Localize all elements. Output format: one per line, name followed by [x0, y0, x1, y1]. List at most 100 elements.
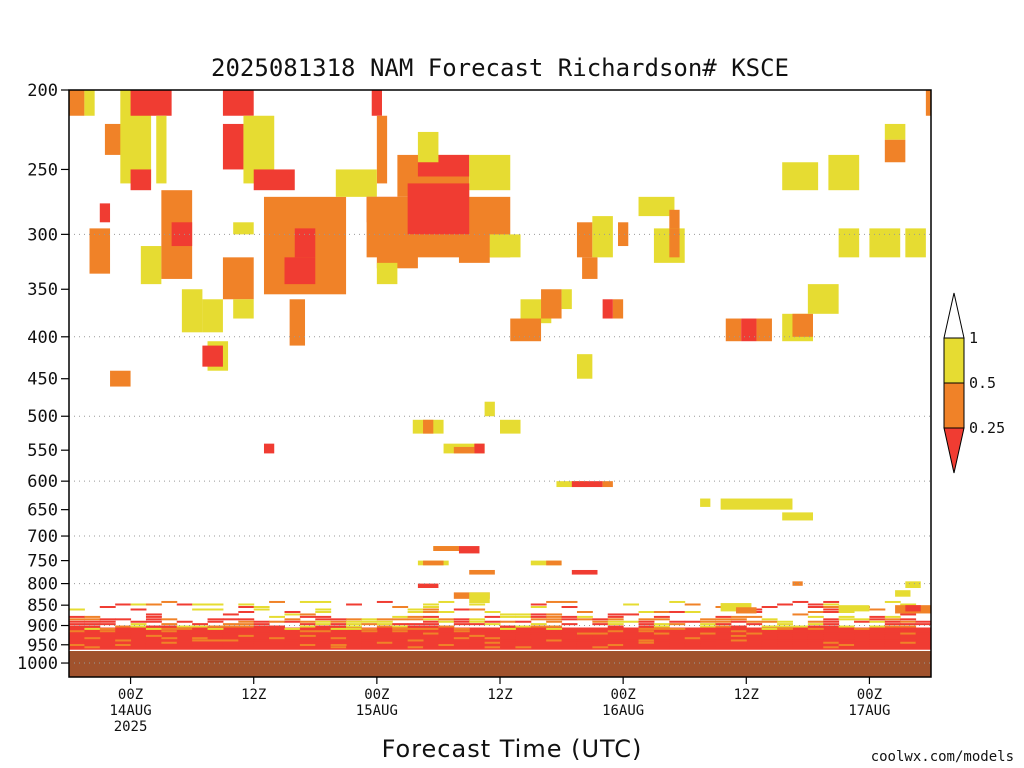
y-tick-label: 950: [27, 636, 58, 656]
data-cell: [792, 630, 809, 633]
data-cell: [807, 639, 824, 642]
data-cell: [884, 627, 901, 630]
data-cell: [561, 600, 578, 603]
data-cell: [299, 620, 316, 623]
data-cell: [807, 630, 824, 633]
legend-label: 0.5: [969, 374, 996, 392]
data-cell: [330, 637, 347, 640]
data-cell: [807, 644, 824, 647]
data-cell: [700, 620, 716, 623]
data-cell: [458, 234, 490, 263]
data-cell: [99, 606, 116, 609]
data-cell: [777, 644, 793, 647]
data-cell: [777, 620, 793, 623]
data-cell: [515, 644, 532, 647]
data-cell: [299, 646, 316, 649]
data-cell: [905, 605, 921, 612]
data-cell: [69, 623, 85, 626]
data-cell: [453, 641, 470, 644]
data-cell: [884, 637, 901, 640]
data-cell: [884, 644, 901, 647]
data-cell: [84, 623, 101, 626]
data-cell: [607, 618, 624, 621]
data-cell: [161, 641, 178, 644]
chart-title: 2025081318 NAM Forecast Richardson# KSCE: [211, 54, 789, 82]
data-cell: [546, 630, 563, 633]
data-cell: [576, 634, 593, 637]
data-cell: [299, 623, 316, 626]
data-cell: [453, 634, 470, 637]
data-cell: [207, 641, 224, 644]
data-cell: [869, 644, 886, 647]
data-cell: [207, 618, 224, 621]
data-cell: [330, 641, 347, 644]
data-cell: [407, 632, 424, 635]
data-cell: [192, 637, 209, 640]
data-cell: [99, 634, 116, 637]
data-cell: [238, 646, 255, 649]
data-cell: [469, 620, 486, 623]
data-cell: [315, 618, 332, 621]
data-cell: [500, 641, 516, 644]
data-cell: [592, 630, 609, 633]
data-cell: [238, 637, 255, 640]
data-cell: [823, 608, 840, 611]
data-cell: [346, 620, 362, 623]
data-cell: [458, 546, 480, 554]
data-cell: [915, 623, 932, 626]
data-cell: [392, 637, 409, 640]
data-cell: [854, 632, 870, 635]
data-cell: [638, 618, 655, 621]
data-cell: [161, 644, 178, 647]
data-cell: [423, 637, 439, 640]
data-cell: [161, 623, 178, 626]
data-cell: [561, 630, 578, 633]
data-cell: [376, 644, 393, 647]
data-cell: [623, 603, 640, 606]
data-cell: [915, 630, 932, 633]
data-cell: [99, 618, 116, 621]
data-cell: [330, 625, 347, 628]
data-cell: [392, 644, 409, 647]
data-cell: [807, 603, 824, 606]
data-cell: [761, 639, 778, 642]
data-cell: [84, 641, 101, 644]
data-cell: [284, 620, 301, 623]
data-cell: [607, 627, 624, 630]
data-cell: [315, 625, 332, 628]
data-cell: [653, 623, 670, 626]
data-cell: [253, 625, 270, 628]
data-cell: [761, 630, 778, 633]
data-cell: [361, 641, 378, 644]
data-cell: [69, 620, 85, 623]
data-cell: [900, 620, 917, 623]
data-cell: [607, 641, 624, 644]
data-cell: [607, 632, 624, 635]
data-cell: [469, 569, 495, 575]
colorbar-legend: 1 0.5 0.25: [943, 292, 1005, 474]
data-cell: [222, 630, 239, 633]
x-tick-label: 12Z: [487, 687, 512, 703]
data-cell: [453, 623, 470, 626]
data-cell: [515, 641, 532, 644]
data-cell: [361, 634, 378, 637]
data-cell: [730, 637, 747, 640]
data-cell: [761, 606, 778, 609]
data-cell: [299, 639, 316, 642]
data-cell: [854, 646, 870, 649]
data-cell: [576, 618, 593, 621]
data-cell: [653, 632, 670, 635]
data-cell: [361, 623, 378, 626]
data-cell: [607, 637, 624, 640]
data-cell: [130, 620, 147, 623]
data-cell: [823, 603, 840, 606]
data-cell: [192, 639, 209, 642]
data-cell: [484, 620, 501, 623]
data-cell: [238, 632, 255, 635]
data-cell: [269, 634, 285, 637]
data-cell: [299, 634, 316, 637]
data-cell: [561, 637, 578, 640]
data-cell: [99, 641, 116, 644]
data-cell: [484, 615, 501, 618]
data-cell: [500, 620, 516, 623]
